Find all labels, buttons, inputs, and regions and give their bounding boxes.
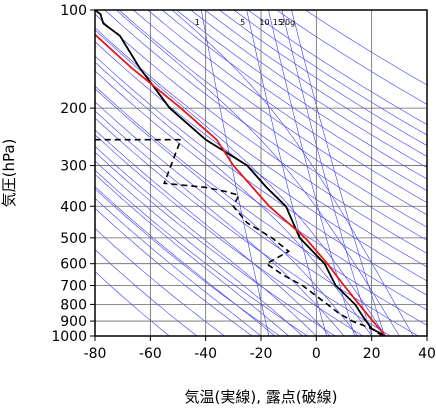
y-tick-label: 900: [60, 314, 87, 330]
moist-adiabat: [0, 10, 330, 336]
mixing-ratio-label: 5: [240, 18, 245, 27]
x-tick-label: -80: [84, 346, 107, 362]
y-tick-label: 200: [60, 101, 87, 117]
mixing-ratio-label: 20g: [280, 18, 295, 27]
dry-adiabat: [33, 10, 436, 336]
y-tick-label: 400: [60, 199, 87, 215]
dry-adiabat: [248, 10, 436, 336]
dry-adiabat: [0, 10, 391, 336]
dry-adiabat: [0, 10, 280, 336]
mixing-ratio-label: 1: [195, 18, 200, 27]
mixing-ratio-line: [247, 10, 327, 336]
dry-adiabat: [0, 10, 308, 336]
mixing-ratio-line: [201, 10, 269, 336]
dry-adiabat: [105, 10, 436, 336]
y-tick-label: 600: [60, 257, 87, 273]
x-tick-label: 0: [312, 346, 321, 362]
mixing-ratio-line: [282, 10, 372, 336]
dry-adiabat: [219, 10, 436, 336]
x-axis-label: 気温(実線), 露点(破線): [185, 388, 338, 406]
mixing-ratio-label: 10: [259, 18, 269, 27]
moist-adiabat: [0, 10, 344, 336]
x-tick-label: -60: [139, 346, 162, 362]
x-tick-label: 20: [363, 346, 381, 362]
y-tick-label: 300: [60, 159, 87, 175]
y-tick-label: 1000: [51, 329, 87, 345]
dry-adiabat: [91, 10, 436, 336]
dry-adiabat: [48, 10, 436, 336]
y-tick-label: 100: [60, 3, 87, 19]
dry-adiabat: [0, 10, 252, 336]
dry-adiabat: [133, 10, 436, 336]
moist-adiabat: [42, 10, 372, 336]
dry-adiabat: [148, 10, 436, 336]
x-tick-label: 40: [418, 346, 436, 362]
y-tick-label: 500: [60, 231, 87, 247]
y-tick-label: 800: [60, 297, 87, 313]
y-axis-label: 気圧(hPa): [0, 139, 18, 208]
x-tick-label: -20: [250, 346, 273, 362]
y-tick-label: 700: [60, 279, 87, 295]
mixing-ratio-line: [269, 10, 355, 336]
moist-adiabat: [0, 10, 261, 336]
x-tick-label: -40: [194, 346, 217, 362]
